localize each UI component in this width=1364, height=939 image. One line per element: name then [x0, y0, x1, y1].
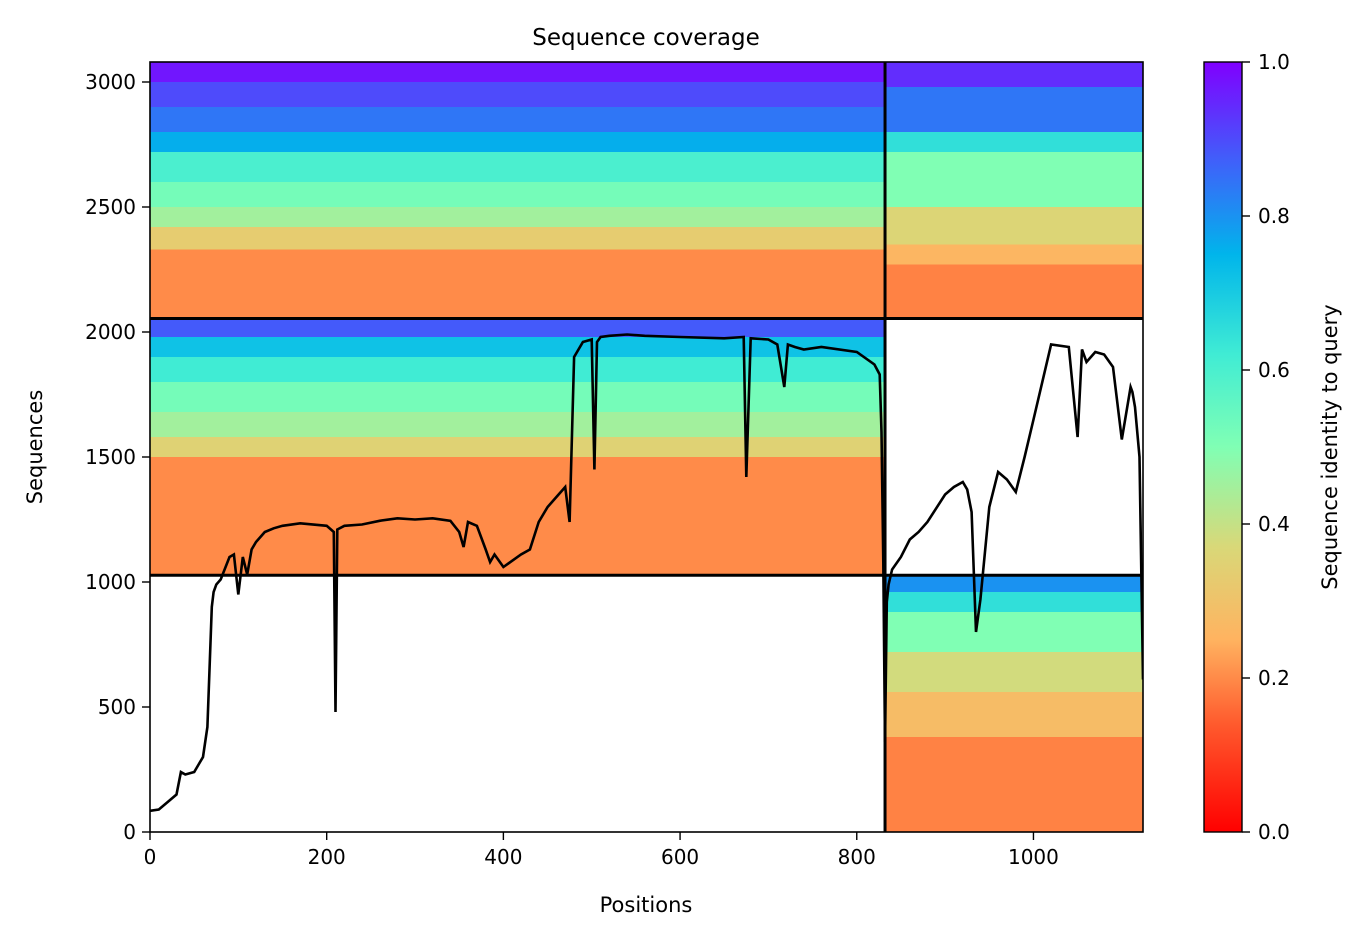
msa-block-2-band-2 — [885, 132, 1143, 152]
msa-block-0-band-8 — [150, 249, 886, 319]
y-tick-label-1500: 1500 — [85, 445, 136, 469]
msa-block-2-band-6 — [885, 264, 1143, 319]
y-tick-label-2500: 2500 — [85, 195, 136, 219]
msa-block-3-band-5 — [885, 737, 1143, 832]
msa-block-0-band-3 — [150, 132, 886, 152]
msa-block-2-band-1 — [885, 87, 1143, 132]
colorbar-axis: 0.0 0.2 0.4 0.6 0.8 1.0 — [1242, 50, 1290, 844]
x-axis: 0 200 400 600 800 1000 — [144, 832, 1059, 869]
y-tick-label-0: 0 — [123, 820, 136, 844]
msa-block-2-band-4 — [885, 207, 1143, 245]
colorbar-tick-label-1.0: 1.0 — [1258, 50, 1290, 74]
coverage-line — [150, 333, 1143, 813]
msa-block-3-band-2 — [885, 612, 1143, 652]
colorbar-tick-label-0.6: 0.6 — [1258, 358, 1290, 382]
colorbar — [1203, 61, 1243, 833]
chart-title: Sequence coverage — [532, 25, 760, 51]
msa-block-0-band-7 — [150, 227, 886, 250]
colorbar-label: Sequence identity to query — [1318, 304, 1342, 589]
colorbar-tick-label-0.4: 0.4 — [1258, 512, 1290, 536]
msa-block-1-band-1 — [150, 337, 886, 357]
colorbar-tick-label-0.8: 0.8 — [1258, 204, 1290, 228]
msa-block-2-band-3 — [885, 152, 1143, 207]
msa-block-0-band-6 — [150, 207, 886, 227]
msa-block-3-band-0 — [885, 575, 1143, 592]
y-tick-label-1000: 1000 — [85, 570, 136, 594]
msa-block-2-band-0 — [885, 62, 1143, 87]
x-tick-label-1000: 1000 — [1008, 845, 1059, 869]
msa-block-1-band-4 — [150, 412, 886, 437]
msa-block-1-band-0 — [150, 318, 886, 337]
x-tick-label-0: 0 — [144, 845, 157, 869]
plot-frame — [149, 61, 1144, 833]
y-tick-label-2000: 2000 — [85, 320, 136, 344]
msa-heatmap — [150, 62, 1143, 832]
x-tick-label-200: 200 — [308, 845, 346, 869]
msa-block-1-band-5 — [150, 437, 886, 457]
msa-block-2-band-5 — [885, 244, 1143, 265]
msa-block-1-band-2 — [150, 357, 886, 382]
colorbar-tick-label-0.2: 0.2 — [1258, 666, 1290, 690]
msa-block-0-band-1 — [150, 82, 886, 107]
msa-block-3-band-3 — [885, 652, 1143, 692]
msa-block-0-band-0 — [150, 62, 886, 82]
msa-block-0-band-5 — [150, 182, 886, 207]
x-tick-label-800: 800 — [838, 845, 876, 869]
y-axis: 0 500 1000 1500 2000 2500 3000 — [85, 70, 150, 844]
y-tick-label-500: 500 — [98, 695, 136, 719]
msa-block-3-band-1 — [885, 592, 1143, 612]
y-tick-label-3000: 3000 — [85, 70, 136, 94]
msa-block-3-band-4 — [885, 692, 1143, 737]
x-axis-label: Positions — [600, 893, 693, 917]
x-tick-label-600: 600 — [661, 845, 699, 869]
y-axis-label: Sequences — [23, 390, 47, 505]
msa-block-1-band-3 — [150, 382, 886, 412]
colorbar-tick-label-0.0: 0.0 — [1258, 820, 1290, 844]
x-tick-label-400: 400 — [484, 845, 522, 869]
msa-block-0-band-4 — [150, 152, 886, 182]
msa-block-0-band-2 — [150, 107, 886, 132]
